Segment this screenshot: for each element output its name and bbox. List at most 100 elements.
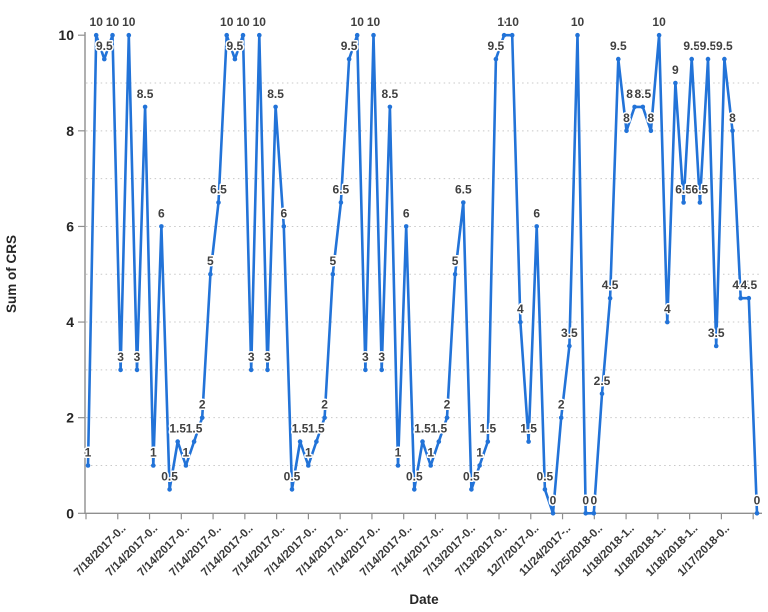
data-label: 10 <box>571 15 585 29</box>
data-label: 2.5 <box>594 374 611 388</box>
data-point <box>436 439 442 444</box>
data-point <box>501 32 507 38</box>
data-label: 3 <box>362 350 369 364</box>
data-point <box>534 224 539 229</box>
data-point <box>583 511 588 516</box>
x-axis-title: Date <box>409 592 439 607</box>
data-point <box>330 271 336 277</box>
data-point <box>428 463 434 468</box>
data-point <box>151 463 156 468</box>
data-point <box>224 32 229 38</box>
data-label: 10 <box>367 15 381 29</box>
data-label: 6.5 <box>210 183 227 197</box>
data-point <box>558 415 564 421</box>
data-label: 10 <box>220 15 234 29</box>
data-point <box>240 32 246 38</box>
data-point <box>93 32 99 38</box>
data-point <box>509 32 515 38</box>
data-label: 0.5 <box>463 469 480 483</box>
data-point <box>102 56 107 62</box>
data-point <box>257 32 262 38</box>
data-point <box>338 200 344 205</box>
data-label: 1 <box>427 446 434 460</box>
data-point <box>599 391 605 397</box>
data-point <box>248 367 254 373</box>
data-point <box>265 367 270 373</box>
data-point <box>746 295 752 301</box>
data-point-markers <box>85 32 760 516</box>
data-label: 2 <box>444 398 451 412</box>
data-label: 0.5 <box>406 469 423 483</box>
data-label: 3 <box>378 350 385 364</box>
data-point <box>232 56 238 62</box>
data-point <box>632 104 637 110</box>
data-label: 1.5 <box>308 422 325 436</box>
data-label: 6 <box>403 206 410 220</box>
data-point <box>134 367 140 373</box>
data-point <box>363 367 368 373</box>
data-label: 1 <box>85 446 92 460</box>
data-label: 4.5 <box>732 278 749 292</box>
data-label: 10 <box>106 15 120 29</box>
data-point <box>493 56 499 62</box>
data-point <box>754 511 760 516</box>
data-label: 9.5 <box>227 39 244 53</box>
data-point <box>526 439 531 444</box>
data-label: 4.5 <box>602 278 619 292</box>
data-point <box>730 128 735 134</box>
data-label: 1.5 <box>430 422 447 436</box>
y-tick-labels: 0 2 4 6 8 10 <box>58 27 74 521</box>
data-label: 6 <box>280 206 287 220</box>
data-point <box>616 56 621 62</box>
data-point <box>159 224 164 229</box>
data-label: 0.5 <box>537 469 554 483</box>
data-label: 10 <box>90 15 104 29</box>
data-point <box>485 439 491 444</box>
data-point <box>640 104 646 110</box>
y-tick-label: 8 <box>66 123 74 139</box>
data-label: 9.5 <box>716 39 733 53</box>
data-point <box>142 104 148 110</box>
data-point <box>648 128 654 134</box>
data-label: 8 <box>623 111 630 125</box>
data-point <box>297 439 303 444</box>
data-point <box>681 200 686 205</box>
data-point <box>322 415 327 421</box>
data-label: 9.5 <box>610 39 627 53</box>
data-point <box>183 463 189 468</box>
data-label: 6.5 <box>692 183 709 197</box>
data-label: 3 <box>117 350 124 364</box>
data-point <box>379 367 385 373</box>
data-label: 10 <box>506 15 520 29</box>
data-point <box>461 200 466 205</box>
y-tick-label: 4 <box>66 314 74 330</box>
data-label: 2 <box>321 398 328 412</box>
data-point <box>126 32 132 38</box>
data-label: 0 <box>590 493 597 507</box>
data-point <box>469 487 474 492</box>
data-point <box>722 56 727 62</box>
data-point <box>412 487 417 492</box>
y-tick-label: 10 <box>58 27 74 43</box>
data-point <box>656 32 662 38</box>
data-label: 9.5 <box>683 39 700 53</box>
data-label: 8 <box>648 111 655 125</box>
data-label: 9.5 <box>700 39 717 53</box>
data-point <box>673 80 678 86</box>
data-label: 1.5 <box>414 422 431 436</box>
gridlines <box>86 82 762 466</box>
data-label: 8 <box>729 111 736 125</box>
data-point <box>306 463 311 468</box>
data-label: 6 <box>533 206 540 220</box>
data-label: 5 <box>207 254 214 268</box>
data-label: 6 <box>158 206 165 220</box>
data-label: 9.5 <box>488 39 505 53</box>
data-point <box>518 319 523 325</box>
data-point <box>607 295 613 301</box>
data-label: 3 <box>248 350 255 364</box>
data-point <box>273 104 278 110</box>
data-label: 10 <box>497 15 511 29</box>
y-axis-title: Sum of CRS <box>4 235 19 313</box>
data-label: 9.5 <box>341 39 358 53</box>
